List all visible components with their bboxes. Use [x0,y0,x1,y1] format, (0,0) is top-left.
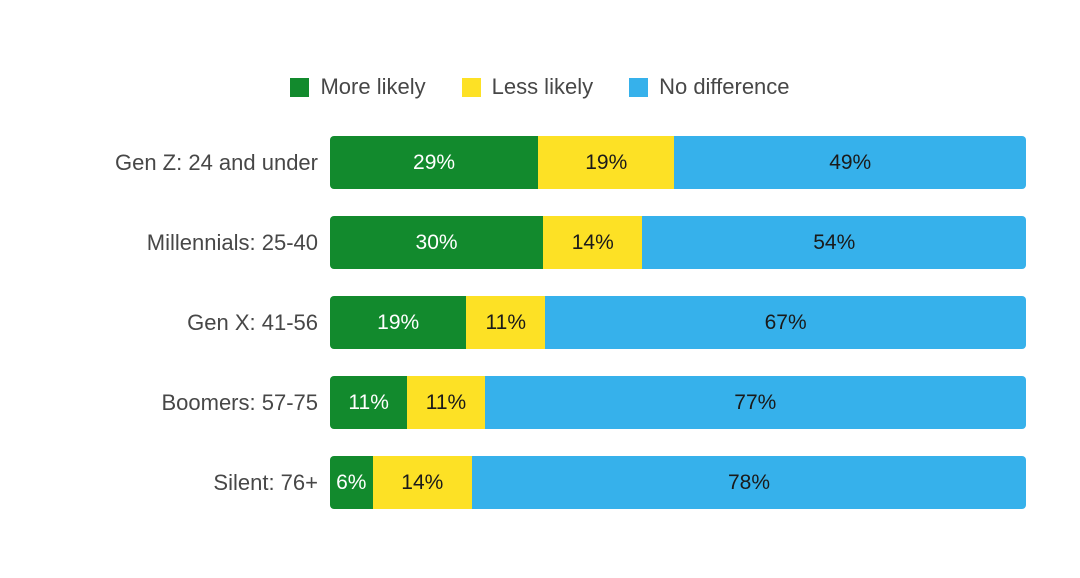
legend-label: No difference [659,74,790,99]
bar-segment-value: 54% [813,230,856,254]
bar-segment-value: 67% [764,310,807,334]
bar-segment: 14% [543,216,643,269]
bar-segment-value: 11% [485,310,527,334]
bar-row: Millennials: 25-40 30% 14% 54% [0,216,1026,269]
bar-segment: 49% [674,136,1026,189]
bar-segment-value: 78% [727,470,771,494]
bar-row: Gen X: 41-56 19% 11% 67% [0,296,1026,349]
bar-row: Silent: 76+ 6% 14% 78% [0,456,1026,509]
legend: More likely Less likely No difference [0,74,1080,100]
legend-label: More likely [320,74,426,99]
bar-segment-value: 14% [571,230,614,254]
bar-segment-value: 29% [413,150,456,174]
legend-label: Less likely [491,74,594,99]
bar-segment-value: 19% [585,150,628,174]
bar-segment: 54% [642,216,1026,269]
bar-segment: 11% [466,296,546,349]
bar-segment-value: 14% [401,470,444,494]
bar-row: Gen Z: 24 and under 29% 19% 49% [0,136,1026,189]
category-label: Millennials: 25-40 [146,229,318,255]
bar-segment-value: 49% [829,150,872,174]
bar-segment-value: 6% [336,470,367,494]
bar-segment-value: 30% [415,230,458,254]
bar-segment-value: 11% [425,390,467,414]
bar-segment-value: 11% [348,390,389,414]
legend-item: More likely [290,74,426,100]
bar-segment: 29% [330,136,539,189]
bar-segment: 67% [545,296,1026,349]
legend-item: No difference [629,74,790,100]
bar-segment: 19% [330,296,467,349]
legend-item: Less likely [461,74,594,100]
legend-color-swatch [629,77,649,97]
bar-segment: 19% [538,136,675,189]
legend-color-swatch [461,77,481,97]
category-label: Gen Z: 24 and under [114,149,318,175]
category-label: Silent: 76+ [213,469,318,495]
bar-segment: 77% [484,376,1026,429]
bar-segment: 30% [330,216,544,269]
stacked-bar: 6% 14% 78% [330,456,1026,509]
bar-segment-value: 77% [734,390,777,414]
bar-segment-value: 19% [377,310,420,334]
bar-row: Boomers: 57-75 11% 11% 77% [0,376,1026,429]
stacked-bar-chart: More likely Less likely No difference Gen … [0,74,1080,509]
stacked-bar: 30% 14% 54% [330,216,1026,269]
stacked-bar: 29% 19% 49% [330,136,1026,189]
legend-color-swatch [290,77,310,97]
bar-segment: 6% [330,456,373,509]
category-label: Boomers: 57-75 [161,389,318,415]
bar-segment: 11% [407,376,485,429]
bar-rows: Gen Z: 24 and under 29% 19% 49% Millennials:… [0,136,1080,509]
category-label: Gen X: 41-56 [187,309,318,335]
bar-segment: 78% [472,456,1026,509]
bar-segment: 14% [372,456,473,509]
bar-segment: 11% [330,376,408,429]
stacked-bar: 19% 11% 67% [330,296,1026,349]
stacked-bar: 11% 11% 77% [330,376,1026,429]
